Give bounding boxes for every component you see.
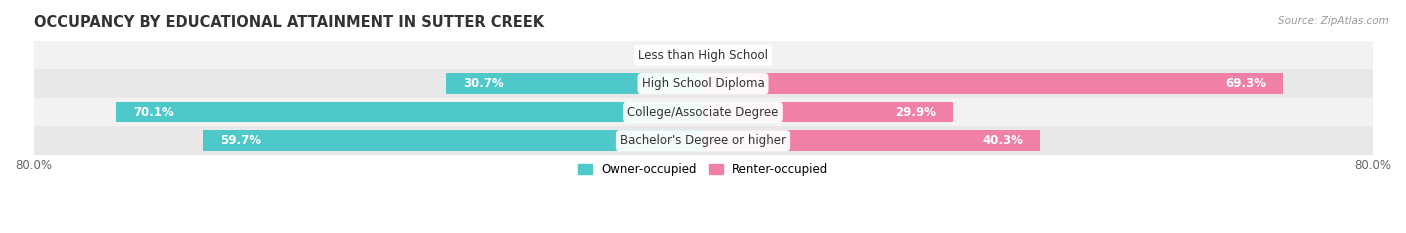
Text: College/Associate Degree: College/Associate Degree — [627, 106, 779, 119]
Bar — [703, 130, 1040, 151]
Text: 0.0%: 0.0% — [661, 49, 690, 62]
Text: 40.3%: 40.3% — [983, 134, 1024, 147]
Bar — [34, 98, 1372, 127]
Text: 0.0%: 0.0% — [716, 49, 745, 62]
Bar — [34, 41, 1372, 69]
Bar — [703, 102, 953, 123]
Text: 29.9%: 29.9% — [896, 106, 936, 119]
Bar — [34, 127, 1372, 155]
Text: Bachelor's Degree or higher: Bachelor's Degree or higher — [620, 134, 786, 147]
Text: High School Diploma: High School Diploma — [641, 77, 765, 90]
Text: 70.1%: 70.1% — [134, 106, 174, 119]
Text: OCCUPANCY BY EDUCATIONAL ATTAINMENT IN SUTTER CREEK: OCCUPANCY BY EDUCATIONAL ATTAINMENT IN S… — [34, 15, 544, 30]
Text: Less than High School: Less than High School — [638, 49, 768, 62]
Bar — [117, 102, 703, 123]
Text: Source: ZipAtlas.com: Source: ZipAtlas.com — [1278, 16, 1389, 26]
Text: 69.3%: 69.3% — [1225, 77, 1267, 90]
Bar — [703, 73, 1282, 94]
Text: 30.7%: 30.7% — [463, 77, 503, 90]
Legend: Owner-occupied, Renter-occupied: Owner-occupied, Renter-occupied — [572, 159, 834, 181]
Bar — [446, 73, 703, 94]
Text: 59.7%: 59.7% — [221, 134, 262, 147]
Bar — [204, 130, 703, 151]
Bar — [34, 69, 1372, 98]
